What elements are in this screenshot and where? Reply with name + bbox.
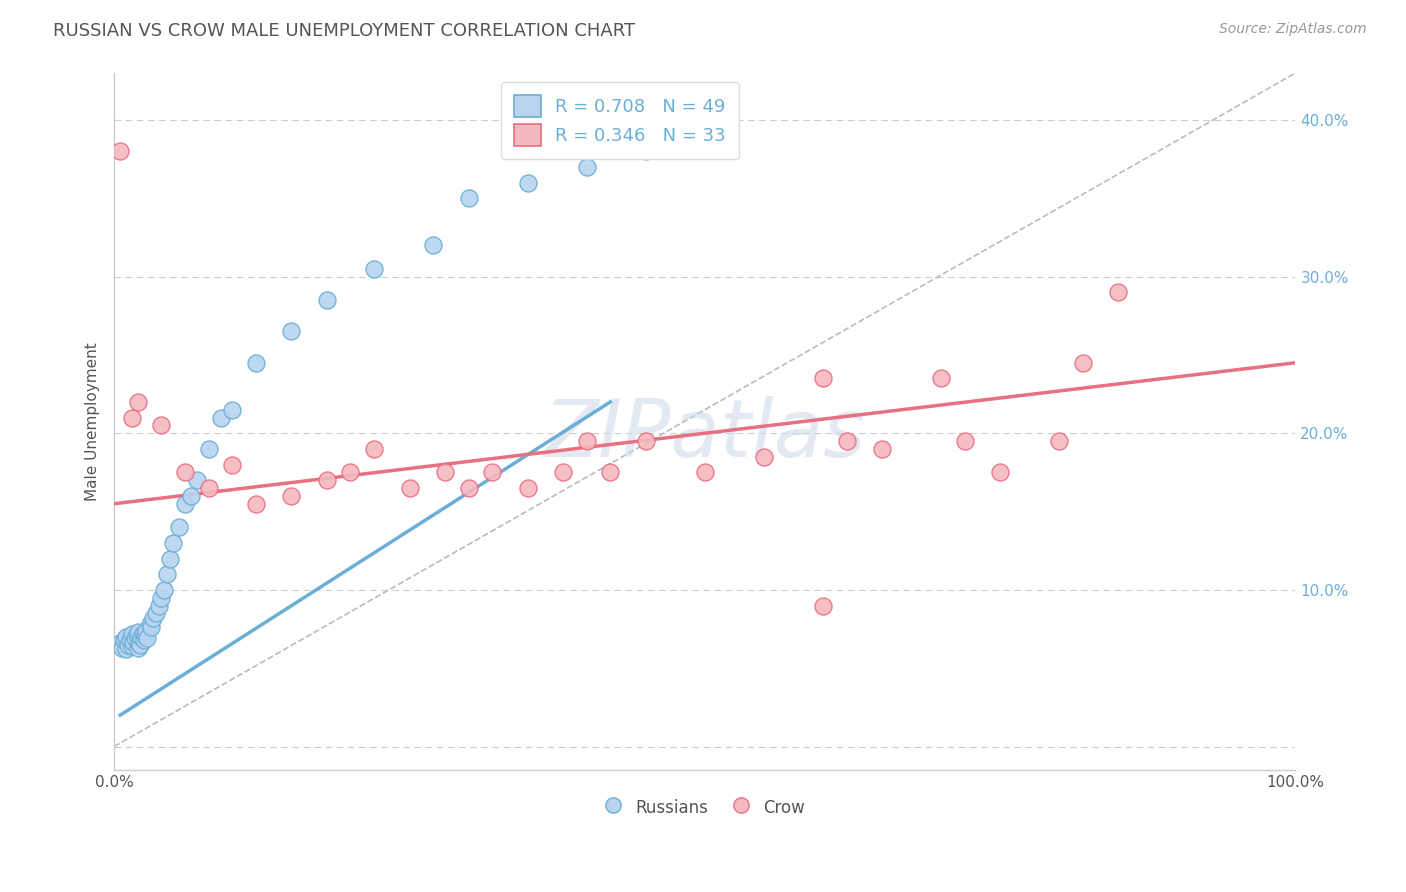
Point <box>121 626 143 640</box>
Point <box>148 599 170 613</box>
Point <box>245 356 267 370</box>
Point <box>433 466 456 480</box>
Text: ZIPatlas: ZIPatlas <box>544 396 866 475</box>
Point <box>1071 356 1094 370</box>
Point <box>835 434 858 448</box>
Point <box>693 466 716 480</box>
Point <box>112 632 135 647</box>
Point <box>142 611 165 625</box>
Point <box>481 466 503 480</box>
Point <box>132 632 155 647</box>
Point <box>551 466 574 480</box>
Text: Source: ZipAtlas.com: Source: ZipAtlas.com <box>1219 22 1367 37</box>
Point <box>315 473 337 487</box>
Point <box>131 626 153 640</box>
Point <box>245 497 267 511</box>
Point <box>122 634 145 648</box>
Point <box>457 481 479 495</box>
Point <box>129 638 152 652</box>
Point <box>870 442 893 456</box>
Point <box>363 442 385 456</box>
Point <box>339 466 361 480</box>
Point <box>752 450 775 464</box>
Legend: Russians, Crow: Russians, Crow <box>599 790 811 824</box>
Point <box>135 624 157 638</box>
Point <box>197 442 219 456</box>
Point <box>115 630 138 644</box>
Point <box>167 520 190 534</box>
Point <box>575 434 598 448</box>
Point <box>174 497 197 511</box>
Point <box>115 642 138 657</box>
Point <box>131 630 153 644</box>
Point <box>929 371 952 385</box>
Point <box>516 481 538 495</box>
Point <box>457 191 479 205</box>
Point <box>118 632 141 647</box>
Point <box>634 434 657 448</box>
Point <box>174 466 197 480</box>
Point <box>575 160 598 174</box>
Point <box>634 145 657 159</box>
Point <box>156 567 179 582</box>
Point <box>134 628 156 642</box>
Point <box>108 145 131 159</box>
Point <box>159 551 181 566</box>
Point <box>363 261 385 276</box>
Point <box>422 238 444 252</box>
Point <box>953 434 976 448</box>
Point <box>988 466 1011 480</box>
Point <box>117 638 139 652</box>
Point <box>150 418 173 433</box>
Point <box>162 536 184 550</box>
Point <box>121 410 143 425</box>
Point <box>599 466 621 480</box>
Point <box>150 591 173 605</box>
Point <box>111 640 134 655</box>
Point <box>315 293 337 307</box>
Point <box>136 632 159 646</box>
Point <box>398 481 420 495</box>
Point <box>811 599 834 613</box>
Point <box>221 402 243 417</box>
Point <box>693 128 716 143</box>
Point <box>280 489 302 503</box>
Point <box>125 628 148 642</box>
Point <box>186 473 208 487</box>
Point <box>139 620 162 634</box>
Point <box>197 481 219 495</box>
Point <box>180 489 202 503</box>
Point <box>128 636 150 650</box>
Point <box>127 395 149 409</box>
Y-axis label: Male Unemployment: Male Unemployment <box>86 343 100 501</box>
Point <box>138 617 160 632</box>
Point <box>153 582 176 597</box>
Point <box>221 458 243 472</box>
Point <box>145 607 167 621</box>
Point <box>516 176 538 190</box>
Point <box>280 325 302 339</box>
Point <box>121 640 143 654</box>
Text: RUSSIAN VS CROW MALE UNEMPLOYMENT CORRELATION CHART: RUSSIAN VS CROW MALE UNEMPLOYMENT CORREL… <box>53 22 636 40</box>
Point <box>108 636 131 650</box>
Point <box>127 640 149 655</box>
Point <box>209 410 232 425</box>
Point <box>1107 285 1129 300</box>
Point <box>1047 434 1070 448</box>
Point <box>124 632 146 646</box>
Point <box>127 625 149 640</box>
Point <box>811 371 834 385</box>
